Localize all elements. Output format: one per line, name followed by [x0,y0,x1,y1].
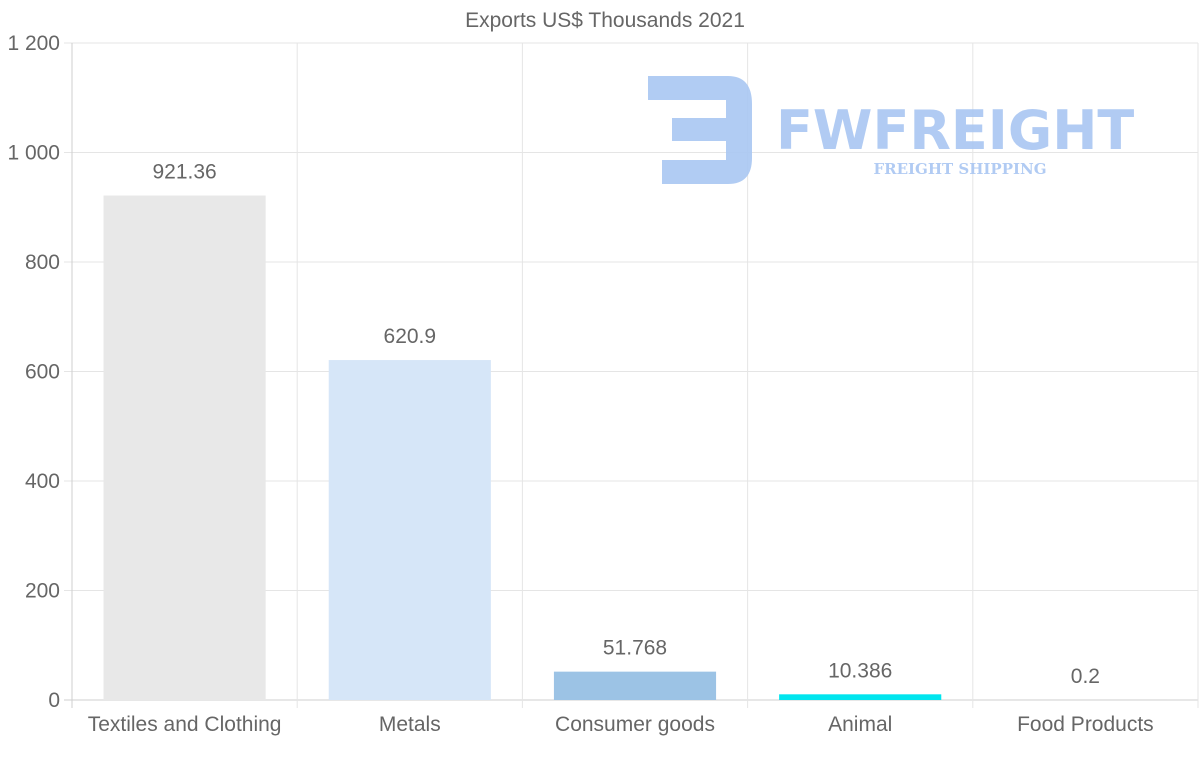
y-tick-label: 1 200 [7,32,60,55]
data-label: 0.2 [1071,665,1100,688]
data-label: 921.36 [152,161,216,184]
y-tick-label: 600 [25,361,60,384]
bar [779,694,942,700]
bar [103,195,266,700]
watermark-logo: FWFREIGHT FREIGHT SHIPPING [648,76,1134,184]
y-tick-label: 1 000 [7,142,60,165]
y-tick-label: 400 [25,470,60,493]
data-label: 620.9 [384,325,437,348]
x-axis-ticks: Textiles and Clothing Metals Consumer good… [88,713,1154,736]
x-tick-label: Animal [828,713,892,736]
x-tick-label: Consumer goods [555,713,715,736]
watermark-brand: FWFREIGHT [776,99,1134,162]
chart-title: Exports US$ Thousands 2021 [465,9,745,32]
bar [328,360,491,700]
y-tick-label: 0 [48,689,60,712]
y-tick-label: 200 [25,580,60,603]
y-tick-label: 800 [25,251,60,274]
watermark-tagline: FREIGHT SHIPPING [873,160,1046,178]
x-tick-label: Food Products [1017,713,1154,736]
y-axis-ticks: 0 200 400 600 800 1 000 1 200 [7,32,60,712]
bars [103,195,1167,700]
x-tick-label: Metals [379,713,441,736]
data-label: 10.386 [828,659,892,682]
x-tick-label: Textiles and Clothing [88,713,282,736]
bar [553,671,717,700]
bar [1004,699,1167,700]
fw-logo-icon [648,76,752,184]
data-labels: 921.36 620.9 51.768 10.386 0.2 [152,161,1100,688]
data-label: 51.768 [603,637,667,660]
